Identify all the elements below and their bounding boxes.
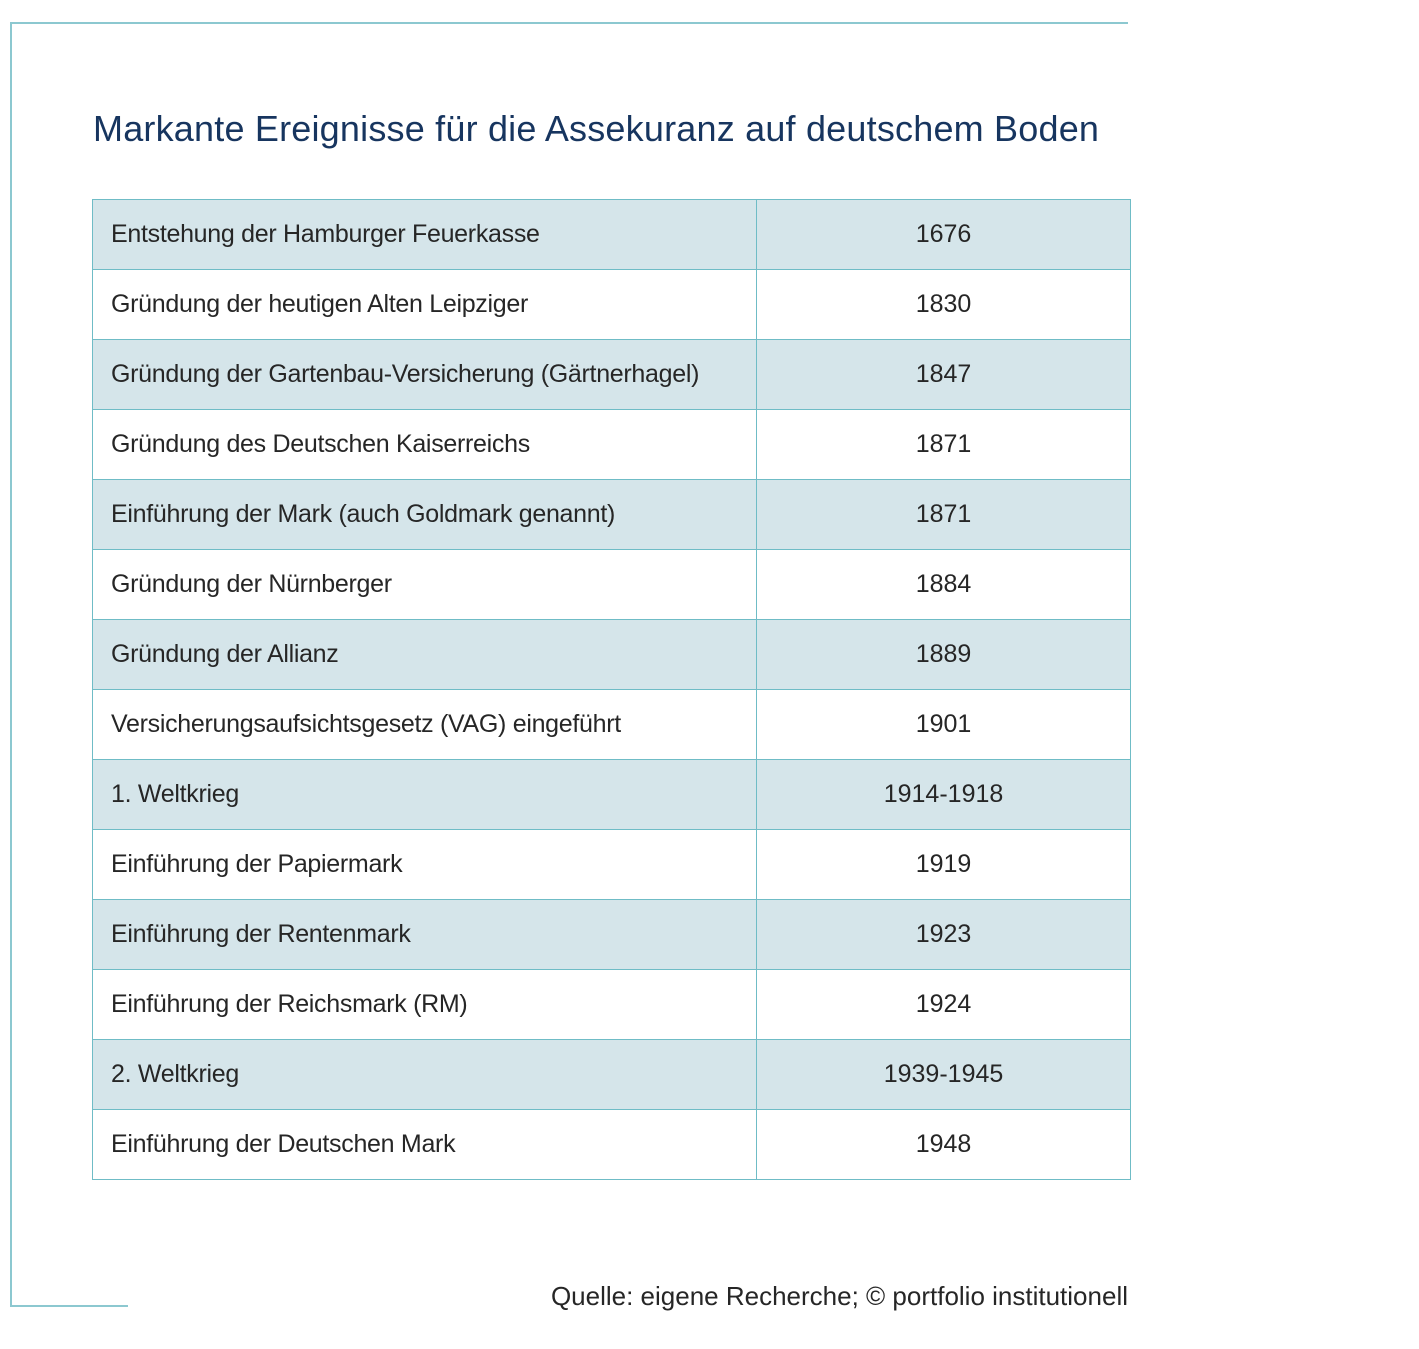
event-cell: Einführung der Rentenmark xyxy=(92,899,757,970)
table-row: Einführung der Reichsmark (RM) 1924 xyxy=(92,969,1131,1040)
year-cell: 1871 xyxy=(756,479,1131,550)
table-row: 2. Weltkrieg 1939-1945 xyxy=(92,1039,1131,1110)
event-cell: 2. Weltkrieg xyxy=(92,1039,757,1110)
year-cell: 1676 xyxy=(756,199,1131,270)
event-cell: Versicherungsaufsichtsgesetz (VAG) einge… xyxy=(92,689,757,760)
event-cell: Gründung der Gartenbau-Versicherung (Gär… xyxy=(92,339,757,410)
year-cell: 1939-1945 xyxy=(756,1039,1131,1110)
table-row: Gründung der heutigen Alten Leipziger 18… xyxy=(92,269,1131,340)
table-row: Einführung der Papiermark 1919 xyxy=(92,829,1131,900)
event-cell: Gründung der Nürnberger xyxy=(92,549,757,620)
year-cell: 1871 xyxy=(756,409,1131,480)
event-cell: Gründung der Allianz xyxy=(92,619,757,690)
year-cell: 1830 xyxy=(756,269,1131,340)
event-cell: Gründung des Deutschen Kaiserreichs xyxy=(92,409,757,480)
event-cell: Einführung der Papiermark xyxy=(92,829,757,900)
event-cell: Gründung der heutigen Alten Leipziger xyxy=(92,269,757,340)
year-cell: 1847 xyxy=(756,339,1131,410)
year-cell: 1889 xyxy=(756,619,1131,690)
frame-bottom-line xyxy=(10,1305,128,1307)
event-cell: Entstehung der Hamburger Feuerkasse xyxy=(92,199,757,270)
year-cell: 1901 xyxy=(756,689,1131,760)
year-cell: 1948 xyxy=(756,1109,1131,1180)
table-row: Gründung der Nürnberger 1884 xyxy=(92,549,1131,620)
table-row: Einführung der Deutschen Mark 1948 xyxy=(92,1109,1131,1180)
year-cell: 1884 xyxy=(756,549,1131,620)
year-cell: 1914-1918 xyxy=(756,759,1131,830)
table-row: 1. Weltkrieg 1914-1918 xyxy=(92,759,1131,830)
year-cell: 1924 xyxy=(756,969,1131,1040)
event-cell: Einführung der Mark (auch Goldmark genan… xyxy=(92,479,757,550)
table-row: Einführung der Mark (auch Goldmark genan… xyxy=(92,479,1131,550)
page-title: Markante Ereignisse für die Assekuranz a… xyxy=(93,108,1100,149)
event-cell: Einführung der Reichsmark (RM) xyxy=(92,969,757,1040)
event-cell: 1. Weltkrieg xyxy=(92,759,757,830)
frame-left-line xyxy=(10,22,12,1307)
table-row: Versicherungsaufsichtsgesetz (VAG) einge… xyxy=(92,689,1131,760)
events-table-body: Entstehung der Hamburger Feuerkasse 1676… xyxy=(92,199,1131,1180)
frame-top-line xyxy=(10,22,1128,24)
table-row: Gründung der Gartenbau-Versicherung (Gär… xyxy=(92,339,1131,410)
year-cell: 1919 xyxy=(756,829,1131,900)
event-cell: Einführung der Deutschen Mark xyxy=(92,1109,757,1180)
year-cell: 1923 xyxy=(756,899,1131,970)
table-row: Gründung des Deutschen Kaiserreichs 1871 xyxy=(92,409,1131,480)
events-table: Entstehung der Hamburger Feuerkasse 1676… xyxy=(92,199,1131,1180)
table-row: Einführung der Rentenmark 1923 xyxy=(92,899,1131,970)
source-note: Quelle: eigene Recherche; © portfolio in… xyxy=(550,1281,1128,1311)
table-row: Entstehung der Hamburger Feuerkasse 1676 xyxy=(92,199,1131,270)
table-row: Gründung der Allianz 1889 xyxy=(92,619,1131,690)
